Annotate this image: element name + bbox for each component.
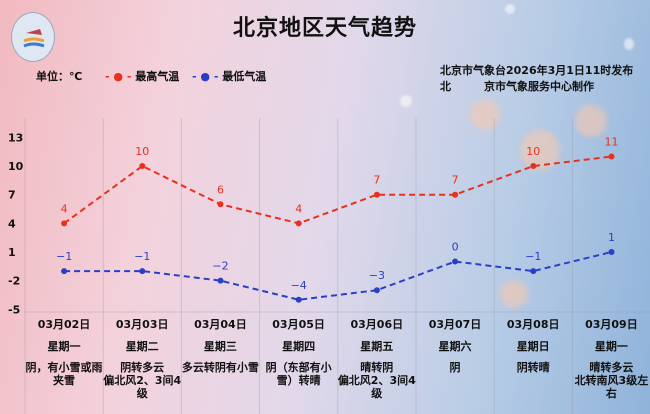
publish-info: 北京市气象台2026年3月1日11时发布 (440, 64, 634, 77)
weather-desc: 阴（东部有小雪）转晴 (265, 361, 332, 387)
high-temp-point (530, 163, 537, 170)
weekday-label: 星期一 (594, 340, 628, 353)
legend-label-high: 最高气温 (135, 70, 180, 83)
date-label: 03月09日 (585, 318, 638, 331)
weekday-label: 星期六 (438, 340, 472, 353)
high-temp-label: 10 (135, 145, 149, 158)
weather-desc: 阴 (449, 361, 461, 374)
logo (11, 12, 55, 62)
legend-item-low: - ● - 最低气温 (192, 68, 266, 84)
date-label: 03月04日 (194, 318, 247, 331)
date-label: 03月08日 (506, 318, 560, 331)
low-temp-label: −1 (525, 250, 541, 263)
y-tick-label: 4 (8, 217, 16, 230)
low-temp-point (217, 277, 224, 284)
high-temp-point (139, 163, 146, 170)
weather-desc: 多云转阴有小雪 (181, 361, 259, 374)
unit-label: 单位：℃ (36, 70, 83, 83)
low-temp-point (608, 249, 615, 255)
weekday-label: 星期三 (203, 340, 237, 353)
high-temp-label: 4 (295, 202, 302, 215)
high-temp-point (452, 191, 459, 198)
weather-desc: 阴转晴 (516, 361, 550, 374)
weather-desc: 阴，有小雪或雨夹雪 (25, 361, 103, 387)
low-temp-label: −3 (369, 269, 385, 282)
low-temp-point (61, 268, 68, 275)
chart-title: 北京地区天气趋势 (232, 16, 417, 41)
date-label: 03月07日 (428, 318, 482, 331)
low-temp-point (295, 296, 302, 303)
low-temp-label: −1 (134, 250, 150, 263)
weekday-label: 星期一 (47, 340, 81, 353)
low-temp-label: −1 (56, 250, 72, 263)
high-temp-label: 7 (373, 174, 380, 187)
producer-info: 北 京市气象服务中心制作 (440, 80, 594, 93)
y-tick-label: 10 (8, 160, 24, 173)
high-temp-label: 7 (452, 174, 459, 187)
high-temp-line (63, 155, 612, 225)
legend-marker-high: - ● - (105, 70, 132, 83)
low-temp-point (530, 268, 537, 275)
high-temp-point (608, 153, 615, 160)
weekday-label: 星期五 (360, 340, 394, 353)
low-temp-label: 1 (608, 231, 615, 244)
high-temp-point (373, 191, 380, 198)
low-temp-point (139, 268, 146, 275)
y-tick-label: 13 (8, 131, 23, 144)
weekday-label: 星期二 (125, 340, 159, 353)
low-temp-label: 0 (452, 241, 459, 254)
high-temp-point (217, 201, 224, 208)
weather-desc: 阴转多云 偏北风2、3间4级 (103, 361, 182, 400)
weather-desc: 晴转多云 北转南风3级左右 (574, 361, 649, 400)
low-temp-point (452, 258, 459, 265)
y-tick-label: 1 (8, 246, 16, 259)
legend-marker-low: - ● - (192, 70, 219, 83)
weather-desc: 晴转阴 偏北风2、3间4级 (337, 361, 416, 400)
legend-label-low: 最低气温 (222, 70, 267, 83)
y-tick-label: 7 (8, 189, 16, 202)
high-temp-point (295, 220, 302, 227)
high-temp-label: 4 (61, 202, 68, 215)
weekday-label: 星期日 (516, 340, 550, 353)
high-temp-point (61, 220, 68, 227)
y-tick-label: -2 (8, 275, 20, 288)
weekday-label: 星期四 (282, 340, 316, 353)
date-label: 03月03日 (115, 318, 169, 331)
low-temp-line (64, 251, 612, 301)
date-label: 03月06日 (350, 318, 404, 331)
high-temp-label: 10 (526, 145, 540, 158)
low-temp-label: −2 (212, 260, 228, 273)
low-temp-label: −4 (291, 279, 307, 292)
low-temp-point (373, 287, 380, 294)
date-label: 03月02日 (37, 318, 91, 331)
y-tick-label: -5 (8, 303, 20, 316)
high-temp-label: 6 (217, 183, 224, 196)
high-temp-label: 11 (605, 136, 619, 149)
legend-item-high: - ● - 最高气温 (105, 68, 179, 84)
date-label: 03月05日 (272, 318, 325, 331)
